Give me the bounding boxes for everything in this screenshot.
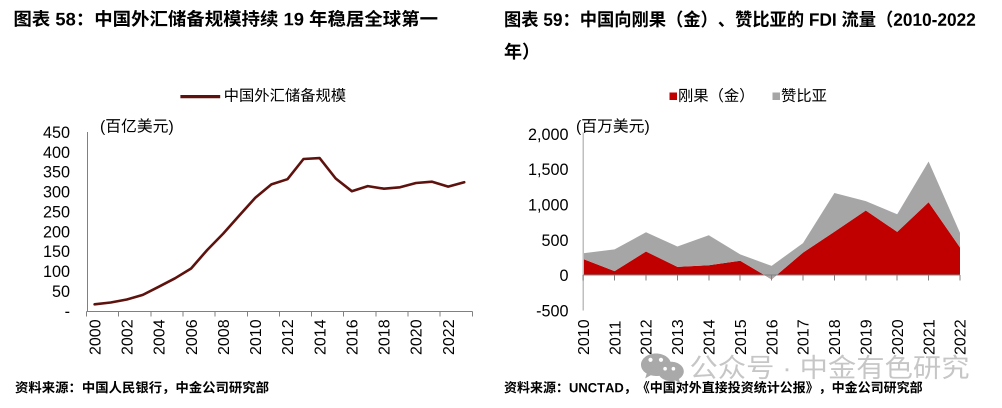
svg-text:2020: 2020 xyxy=(409,319,426,355)
svg-text:2017: 2017 xyxy=(796,319,813,355)
svg-text:400: 400 xyxy=(43,144,70,162)
svg-text:2014: 2014 xyxy=(702,319,719,355)
svg-text:250: 250 xyxy=(43,203,70,221)
svg-text:2004: 2004 xyxy=(152,319,169,355)
svg-text:2022: 2022 xyxy=(441,319,458,355)
svg-text:2000: 2000 xyxy=(87,319,104,355)
svg-text:2006: 2006 xyxy=(184,319,201,355)
svg-text:2011: 2011 xyxy=(607,320,624,355)
svg-text:2008: 2008 xyxy=(216,319,233,355)
svg-text:2018: 2018 xyxy=(377,319,394,355)
svg-text:1,000: 1,000 xyxy=(528,197,569,215)
svg-text:2010: 2010 xyxy=(248,319,265,355)
svg-text:2,000: 2,000 xyxy=(528,126,569,144)
svg-text:2002: 2002 xyxy=(120,319,137,355)
svg-text:50: 50 xyxy=(52,283,70,301)
svg-text:2016: 2016 xyxy=(345,319,362,355)
svg-text:2013: 2013 xyxy=(670,319,687,355)
svg-text:2016: 2016 xyxy=(764,319,781,355)
svg-text:200: 200 xyxy=(43,223,70,241)
svg-text:2014: 2014 xyxy=(312,319,329,355)
svg-text:350: 350 xyxy=(43,164,70,182)
svg-text:-: - xyxy=(65,303,70,321)
svg-text:2010: 2010 xyxy=(576,319,593,355)
svg-text:2018: 2018 xyxy=(827,319,844,355)
svg-text:450: 450 xyxy=(43,124,70,142)
svg-text:2020: 2020 xyxy=(890,319,907,355)
svg-text:300: 300 xyxy=(43,184,70,202)
svg-text:0: 0 xyxy=(559,267,568,285)
svg-text:1,500: 1,500 xyxy=(528,161,569,179)
svg-text:2012: 2012 xyxy=(639,319,656,355)
svg-text:2015: 2015 xyxy=(733,319,750,355)
svg-text:100: 100 xyxy=(43,263,70,281)
svg-text:500: 500 xyxy=(541,232,568,250)
svg-text:2012: 2012 xyxy=(280,319,297,355)
svg-text:2022: 2022 xyxy=(953,319,970,355)
svg-text:2019: 2019 xyxy=(859,319,876,355)
svg-text:2021: 2021 xyxy=(921,319,938,355)
svg-text:-500: -500 xyxy=(536,302,568,320)
svg-text:150: 150 xyxy=(43,243,70,261)
